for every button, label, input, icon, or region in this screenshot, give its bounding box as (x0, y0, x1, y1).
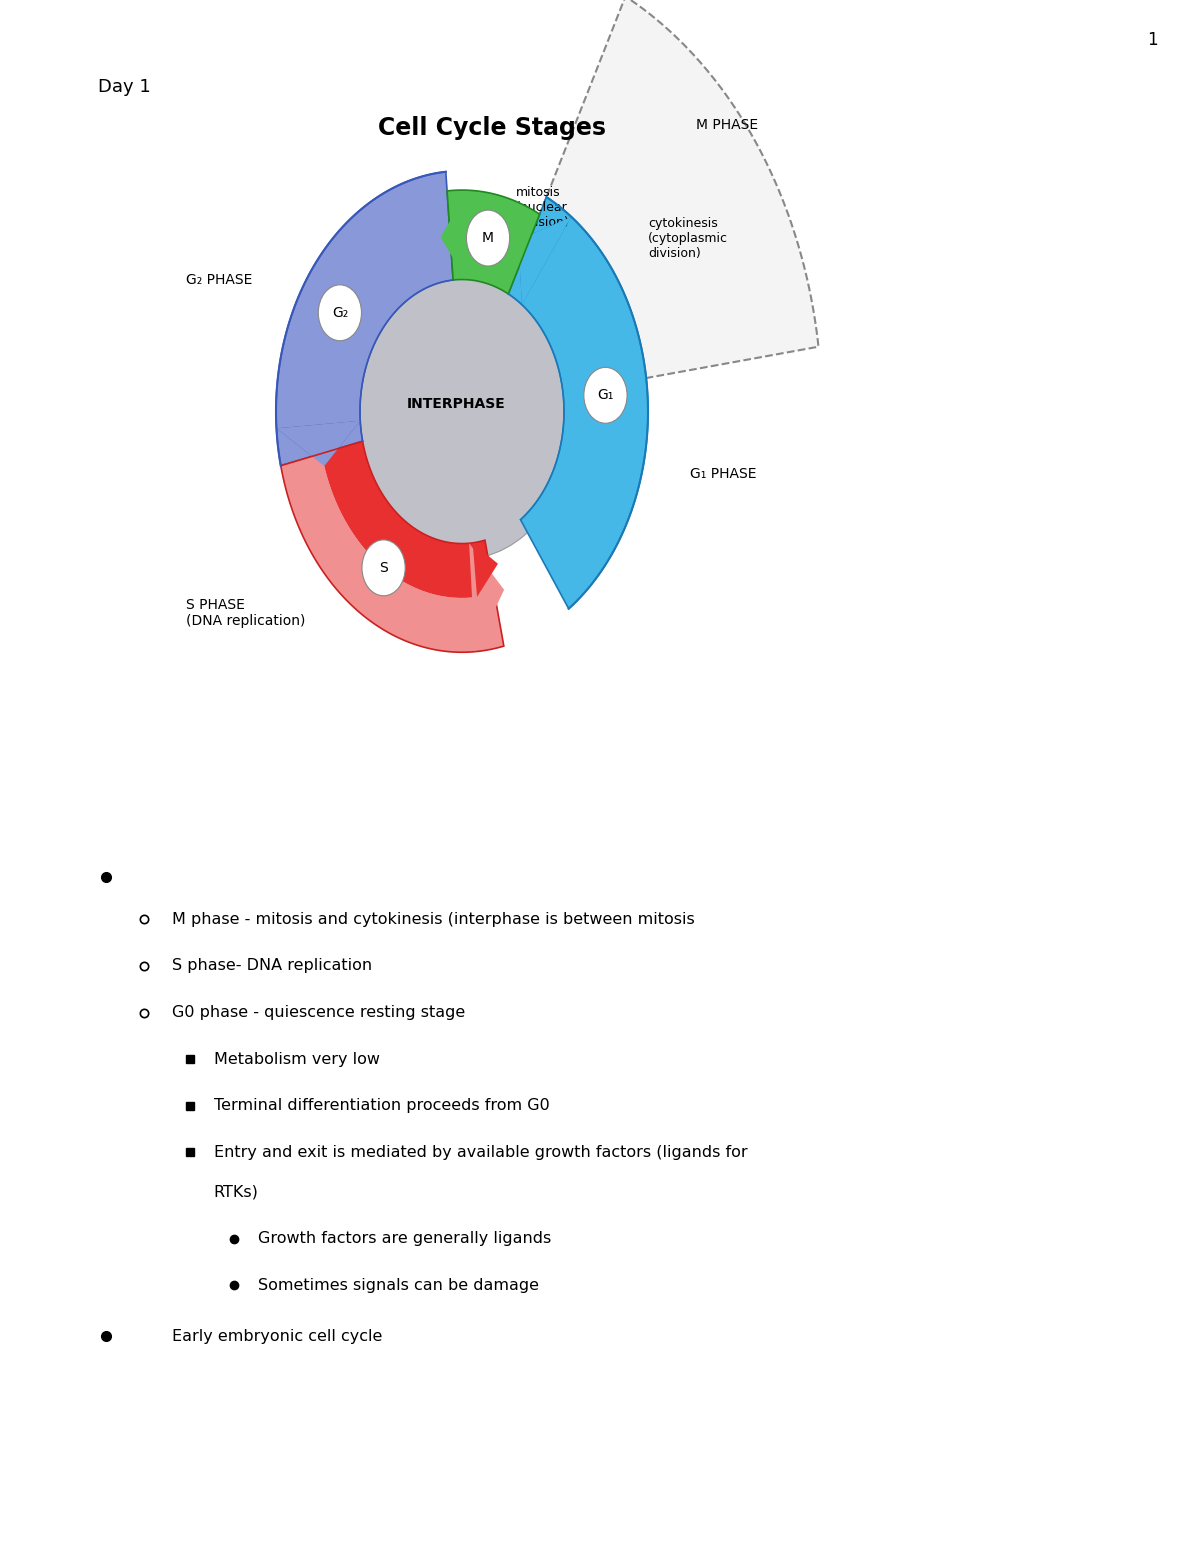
Polygon shape (440, 189, 468, 280)
Polygon shape (518, 217, 571, 304)
Text: S PHASE
(DNA replication): S PHASE (DNA replication) (186, 598, 305, 627)
Text: M phase - mitosis and cytokinesis (interphase is between mitosis: M phase - mitosis and cytokinesis (inter… (172, 912, 695, 927)
Text: G₂ PHASE: G₂ PHASE (186, 272, 252, 287)
Polygon shape (462, 0, 818, 412)
Polygon shape (473, 544, 498, 596)
Text: Cell Cycle Stages: Cell Cycle Stages (378, 116, 606, 140)
Polygon shape (276, 421, 360, 466)
Text: Sometimes signals can be damage: Sometimes signals can be damage (258, 1278, 539, 1292)
Text: RTKs): RTKs) (214, 1185, 258, 1199)
Text: S phase- DNA replication: S phase- DNA replication (172, 958, 372, 974)
Circle shape (362, 540, 406, 596)
Circle shape (318, 284, 361, 340)
Text: 1: 1 (1147, 31, 1158, 50)
Polygon shape (448, 189, 540, 294)
Circle shape (467, 210, 510, 266)
Text: M: M (482, 231, 494, 245)
Polygon shape (276, 421, 360, 466)
Text: cytokinesis
(cytoplasmic
division): cytokinesis (cytoplasmic division) (648, 217, 728, 261)
Text: INTERPHASE: INTERPHASE (407, 396, 505, 412)
Text: G₂: G₂ (331, 306, 348, 320)
Polygon shape (322, 441, 494, 598)
Polygon shape (469, 544, 504, 652)
Text: Terminal differentiation proceeds from G0: Terminal differentiation proceeds from G… (214, 1098, 550, 1114)
Circle shape (584, 368, 628, 424)
Text: G0 phase - quiescence resting stage: G0 phase - quiescence resting stage (172, 1005, 464, 1020)
Text: mitosis
(nuclear
division): mitosis (nuclear division) (516, 186, 569, 230)
Text: G₁ PHASE: G₁ PHASE (690, 466, 756, 481)
Circle shape (348, 264, 576, 559)
Text: Growth factors are generally ligands: Growth factors are generally ligands (258, 1232, 551, 1246)
Text: Early embryonic cell cycle: Early embryonic cell cycle (172, 1329, 382, 1343)
Text: G₁: G₁ (598, 388, 613, 402)
Text: Day 1: Day 1 (98, 78, 151, 96)
Polygon shape (276, 172, 454, 466)
Text: Entry and exit is mediated by available growth factors (ligands for: Entry and exit is mediated by available … (214, 1145, 748, 1160)
Text: M PHASE: M PHASE (696, 118, 758, 132)
Text: S: S (379, 561, 388, 575)
Polygon shape (281, 453, 504, 652)
Text: Metabolism very low: Metabolism very low (214, 1051, 379, 1067)
Polygon shape (518, 217, 571, 304)
Polygon shape (509, 197, 648, 609)
